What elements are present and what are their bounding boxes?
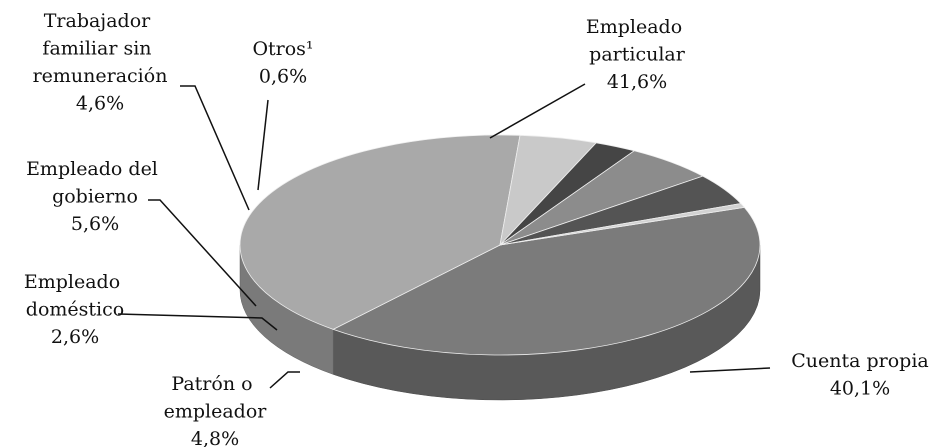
value-label: 4,6% bbox=[76, 93, 124, 115]
slice-label: Trabajador familiar sin remuneración bbox=[33, 10, 168, 87]
leader-line bbox=[180, 85, 250, 211]
label-line: Empleado bbox=[586, 16, 688, 38]
slice bbox=[239, 134, 521, 330]
value-label: 40,1% bbox=[830, 378, 890, 400]
slice bbox=[332, 206, 761, 356]
value-label: 0,6% bbox=[259, 66, 307, 88]
value-label: 41,6% bbox=[607, 71, 667, 93]
leader-line bbox=[257, 99, 269, 191]
slice-label: Empleado particular bbox=[586, 16, 688, 66]
label-line: Empleado del bbox=[26, 158, 164, 180]
leader-line bbox=[148, 199, 257, 307]
slice-label: Otros¹ bbox=[252, 38, 313, 60]
value-label: 5,6% bbox=[71, 213, 119, 235]
label-line: doméstico bbox=[26, 299, 124, 321]
label-line: Empleado bbox=[24, 271, 126, 293]
slice-label: Empleado doméstico bbox=[24, 271, 126, 321]
label-line: gobierno bbox=[52, 186, 138, 208]
leader-line bbox=[117, 313, 278, 331]
slice-label: Cuenta propia bbox=[791, 350, 929, 372]
slice bbox=[499, 203, 746, 246]
label-line: Trabajador bbox=[44, 10, 157, 32]
leader-line bbox=[489, 83, 586, 139]
label-line: Otros¹ bbox=[252, 38, 313, 60]
label-line: Patrón o bbox=[171, 373, 258, 395]
label-line: Cuenta propia bbox=[791, 350, 929, 372]
slice-label: Empleado del gobierno bbox=[26, 158, 164, 208]
label-line: remuneración bbox=[33, 65, 168, 87]
value-label: 4,8% bbox=[191, 428, 239, 447]
label-line: particular bbox=[589, 44, 686, 66]
leader-line bbox=[269, 371, 300, 389]
leader-line bbox=[689, 367, 771, 373]
slice-label: Patrón o empleador bbox=[164, 373, 268, 423]
label-line: empleador bbox=[164, 401, 268, 423]
label-line: familiar sin bbox=[42, 38, 157, 60]
value-label: 2,6% bbox=[51, 326, 99, 348]
